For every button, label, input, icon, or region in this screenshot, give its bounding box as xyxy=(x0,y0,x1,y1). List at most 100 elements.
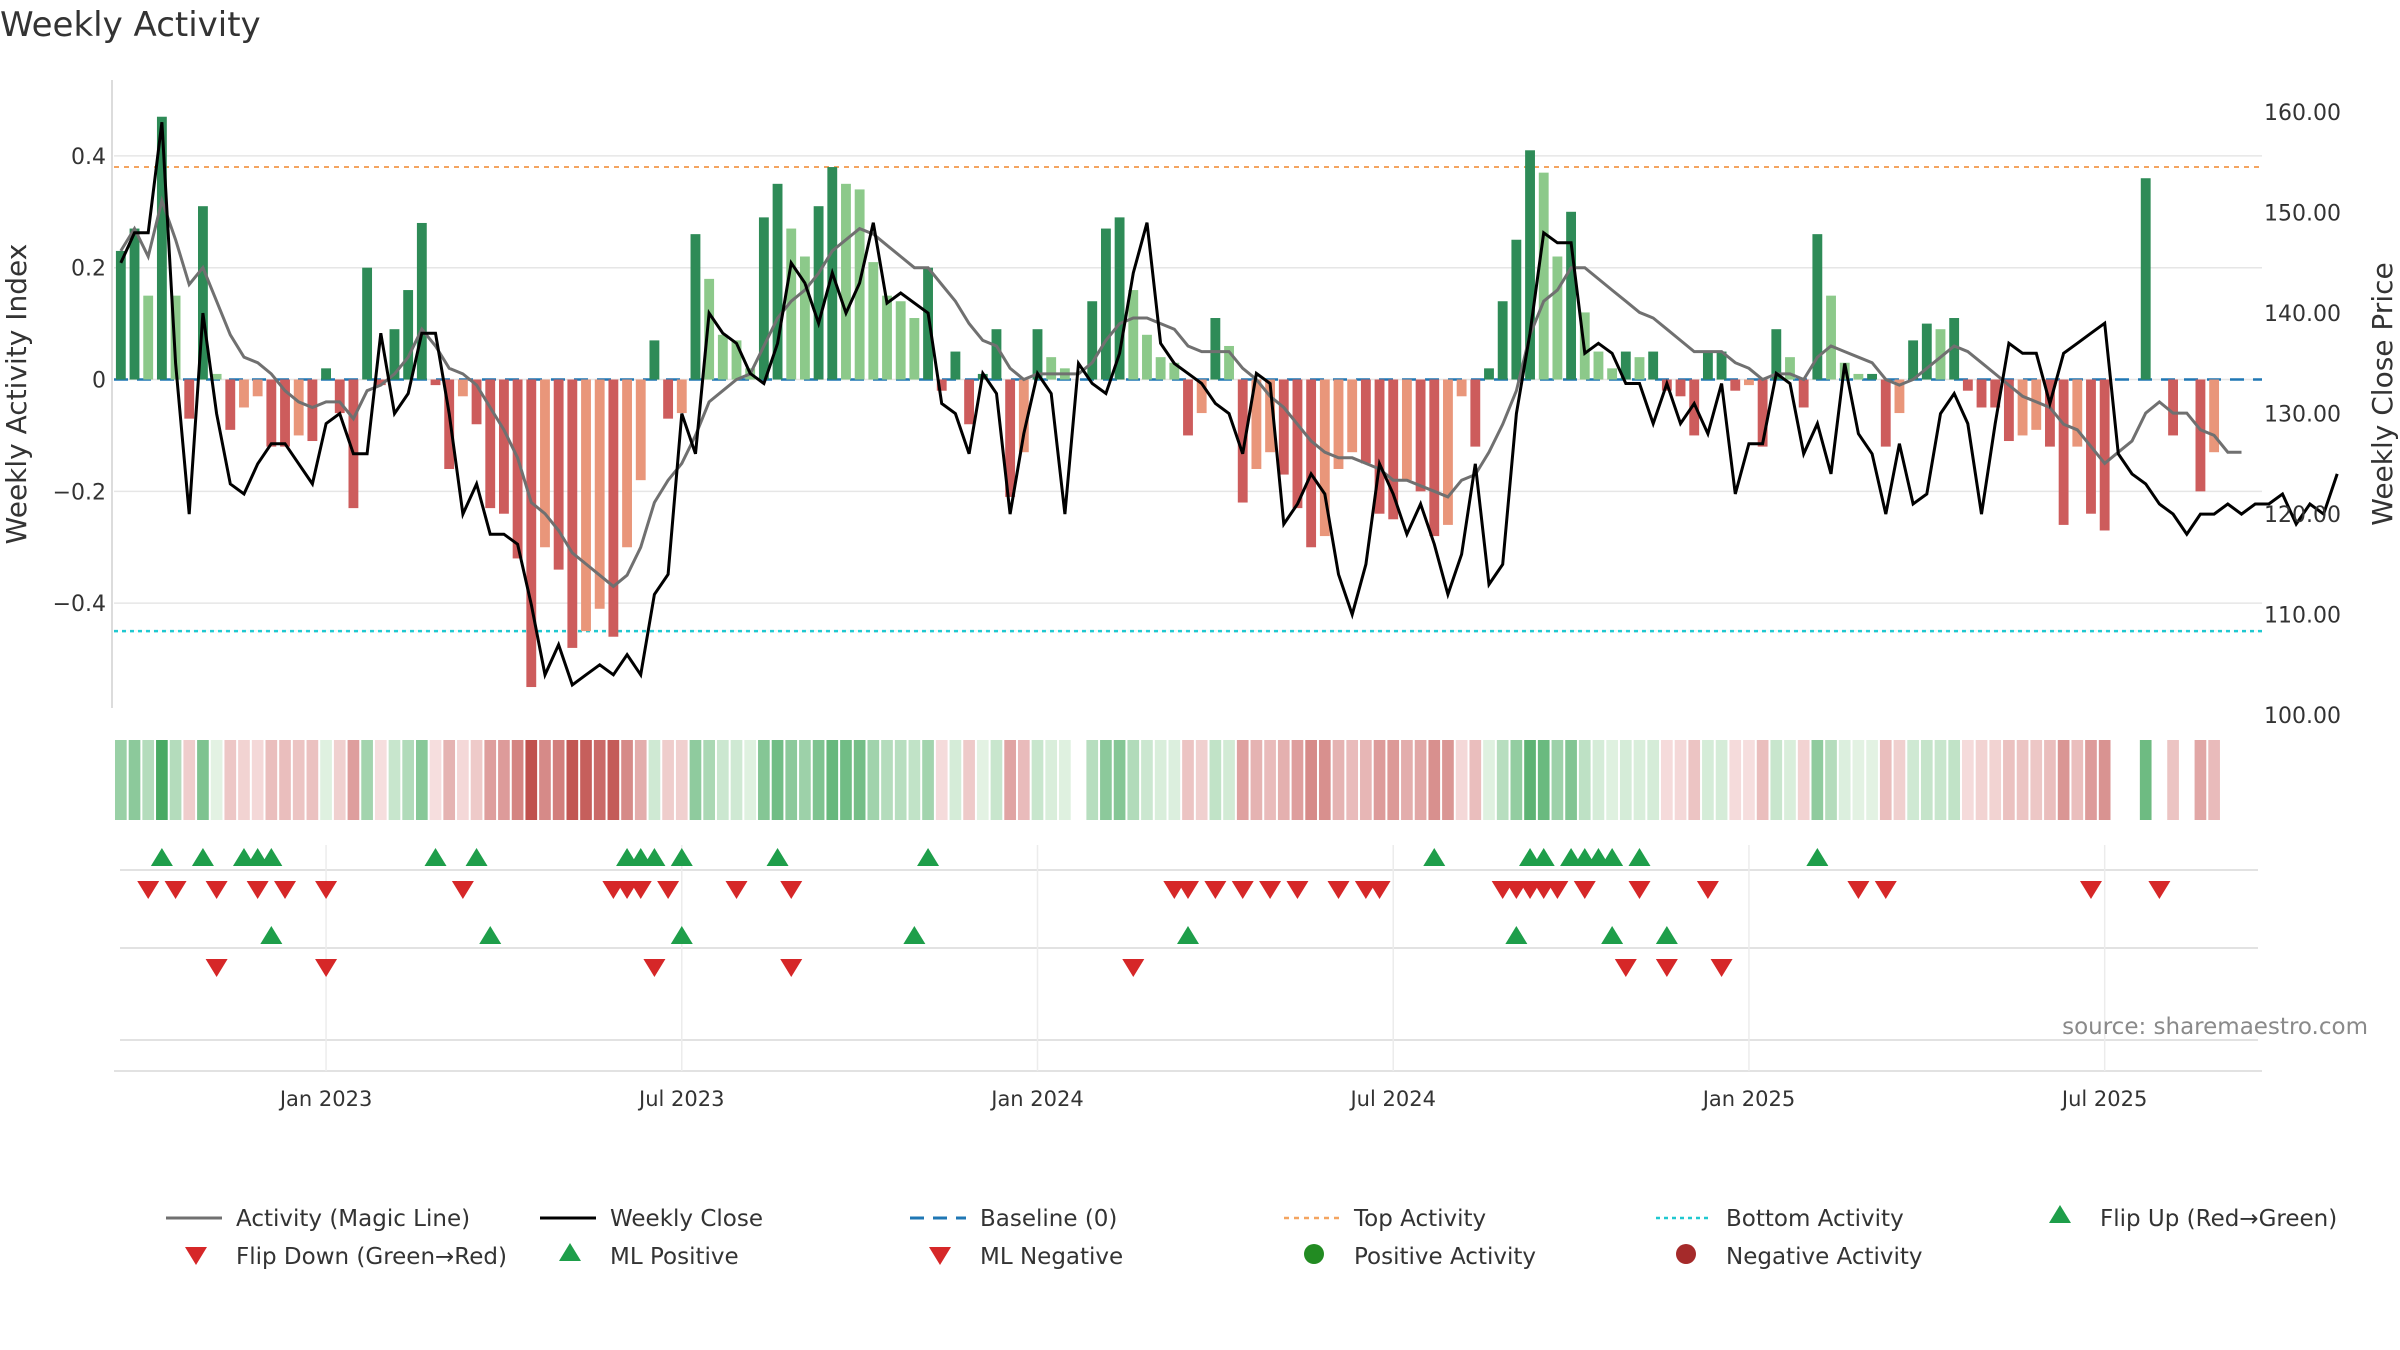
heat-cell xyxy=(2139,740,2152,820)
activity-bar xyxy=(143,295,154,380)
flip-down-marker xyxy=(629,881,652,899)
legend-positive-activity-swatch xyxy=(1304,1244,1324,1264)
ml-negative-marker xyxy=(1710,959,1733,977)
ml-positive-marker xyxy=(479,926,502,944)
activity-bar xyxy=(1744,379,1754,386)
flip-down-marker xyxy=(246,881,269,899)
heat-cell xyxy=(361,740,373,820)
left-tick-label: 0 xyxy=(92,369,106,394)
activity-bar xyxy=(348,379,359,509)
activity-bar xyxy=(2209,379,2220,453)
legend-negative-activity-swatch xyxy=(1676,1244,1696,1264)
heat-cell xyxy=(1825,740,1837,820)
activity-bar xyxy=(293,379,304,436)
heat-cell xyxy=(976,740,989,820)
activity-bar xyxy=(115,250,126,380)
heat-cell xyxy=(922,740,934,820)
heat-cell xyxy=(963,740,975,820)
series-lines xyxy=(119,122,2339,688)
legend-flip-down-swatch xyxy=(185,1247,207,1265)
right-tick-label: 130.00 xyxy=(2264,403,2341,428)
activity-bar xyxy=(1018,379,1029,453)
heat-cell xyxy=(1893,740,1906,820)
flip-up-marker xyxy=(1532,848,1555,866)
activity-bar xyxy=(1894,379,1905,414)
activity-bar xyxy=(1169,362,1180,380)
heat-cell xyxy=(1209,740,1222,820)
heat-cell xyxy=(388,740,401,820)
y-axis-label-left: Weekly Activity Index xyxy=(0,244,33,545)
legend-label: Baseline (0) xyxy=(980,1206,1117,1232)
activity-bar xyxy=(923,267,933,380)
heat-cell xyxy=(621,740,633,820)
flip-down-marker xyxy=(137,881,160,899)
heat-cell xyxy=(1907,740,1919,820)
activity-bar xyxy=(1443,379,1453,525)
activity-bar xyxy=(1935,329,1946,380)
flip-up-marker xyxy=(1628,848,1651,866)
heat-cell xyxy=(1715,740,1728,820)
legend-label: Activity (Magic Line) xyxy=(236,1206,470,1232)
heat-cell xyxy=(1113,740,1126,820)
activity-bar xyxy=(1511,239,1522,380)
heat-cell xyxy=(1428,740,1441,820)
activity-bar xyxy=(1374,379,1385,514)
activity-bar xyxy=(1525,150,1535,380)
activity-bar xyxy=(1196,379,1207,414)
activity-bar xyxy=(334,379,345,414)
activity-bar xyxy=(2058,379,2069,525)
heat-cell xyxy=(1975,740,1988,820)
flip-down-marker xyxy=(1628,881,1651,899)
heat-cell xyxy=(881,740,893,820)
heat-cell xyxy=(484,740,497,820)
legend: Activity (Magic Line) Weekly Close Baselin… xyxy=(166,1206,2337,1270)
ml-positive-marker xyxy=(1655,926,1678,944)
heat-cell xyxy=(156,740,168,820)
heat-cell xyxy=(2016,740,2029,820)
flip-down-marker xyxy=(1368,881,1391,899)
activity-bar xyxy=(690,234,701,380)
heat-cell xyxy=(785,740,798,820)
flip-up-marker xyxy=(191,848,214,866)
flip-up-marker xyxy=(670,848,693,866)
activity-bar xyxy=(581,379,591,632)
flip-up-marker xyxy=(424,848,447,866)
heat-cell xyxy=(1633,740,1646,820)
flip-down-marker xyxy=(1874,881,1897,899)
activity-bar xyxy=(1976,379,1987,408)
flip-up-marker xyxy=(643,848,666,866)
heat-cell xyxy=(183,740,196,820)
heat-cell xyxy=(1236,740,1249,820)
flip-down-marker xyxy=(1847,881,1870,899)
right-tick-label: 110.00 xyxy=(2264,604,2341,629)
heat-cell xyxy=(443,740,456,820)
activity-bar xyxy=(676,379,687,414)
heat-cell xyxy=(1496,740,1509,820)
activity-bar xyxy=(1716,351,1727,380)
heat-cell xyxy=(525,740,538,820)
heat-cell xyxy=(1797,740,1810,820)
activity-bar xyxy=(635,379,646,481)
left-tick-label: 0.4 xyxy=(71,145,106,170)
heat-cell xyxy=(730,740,743,820)
date-tick-label: Jan 2025 xyxy=(1701,1087,1796,1111)
activity-bar xyxy=(1388,379,1399,520)
activity-bar xyxy=(2017,379,2028,436)
flip-up-marker xyxy=(150,848,173,866)
activity-bar xyxy=(416,222,427,380)
ml-negative-marker xyxy=(205,959,228,977)
activity-bar xyxy=(1826,295,1836,380)
heat-cell xyxy=(1619,740,1632,820)
heat-cell xyxy=(347,740,360,820)
activity-bar xyxy=(1867,373,1878,380)
flip-down-marker xyxy=(725,881,748,899)
legend-label: Positive Activity xyxy=(1354,1244,1536,1270)
heat-cell xyxy=(771,740,784,820)
activity-bar xyxy=(1990,379,2001,408)
weekly-close-line xyxy=(119,122,2339,688)
activity-bar xyxy=(1552,256,1563,380)
flip-up-marker xyxy=(1423,848,1446,866)
activity-bar xyxy=(1949,318,1960,380)
activity-bar xyxy=(252,379,263,397)
heat-cell xyxy=(1934,740,1947,820)
